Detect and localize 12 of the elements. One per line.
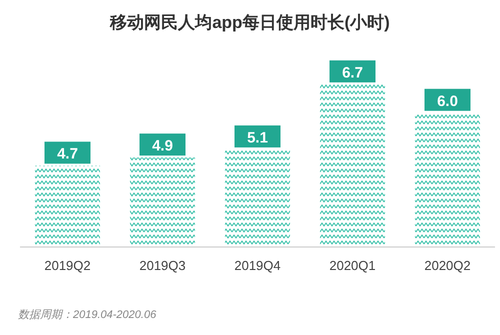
data-label: 6.0 xyxy=(437,92,458,110)
chart-title: 移动网民人均app每日使用时长(小时) xyxy=(109,13,390,32)
text: 数据周期：2019.04-2020.06 xyxy=(18,309,158,321)
data-label: 6.7 xyxy=(342,64,363,82)
x-tick-label: 2020Q2 xyxy=(424,258,471,273)
x-tick-label: 2019Q3 xyxy=(139,258,186,273)
data-label: 4.9 xyxy=(152,138,173,155)
x-tick-label: 2019Q2 xyxy=(44,258,91,273)
data-label: 4.7 xyxy=(57,146,78,163)
x-tick-label: 2020Q1 xyxy=(329,258,376,273)
data-label: 5.1 xyxy=(247,129,268,146)
x-tick-label: 2019Q4 xyxy=(234,258,281,273)
